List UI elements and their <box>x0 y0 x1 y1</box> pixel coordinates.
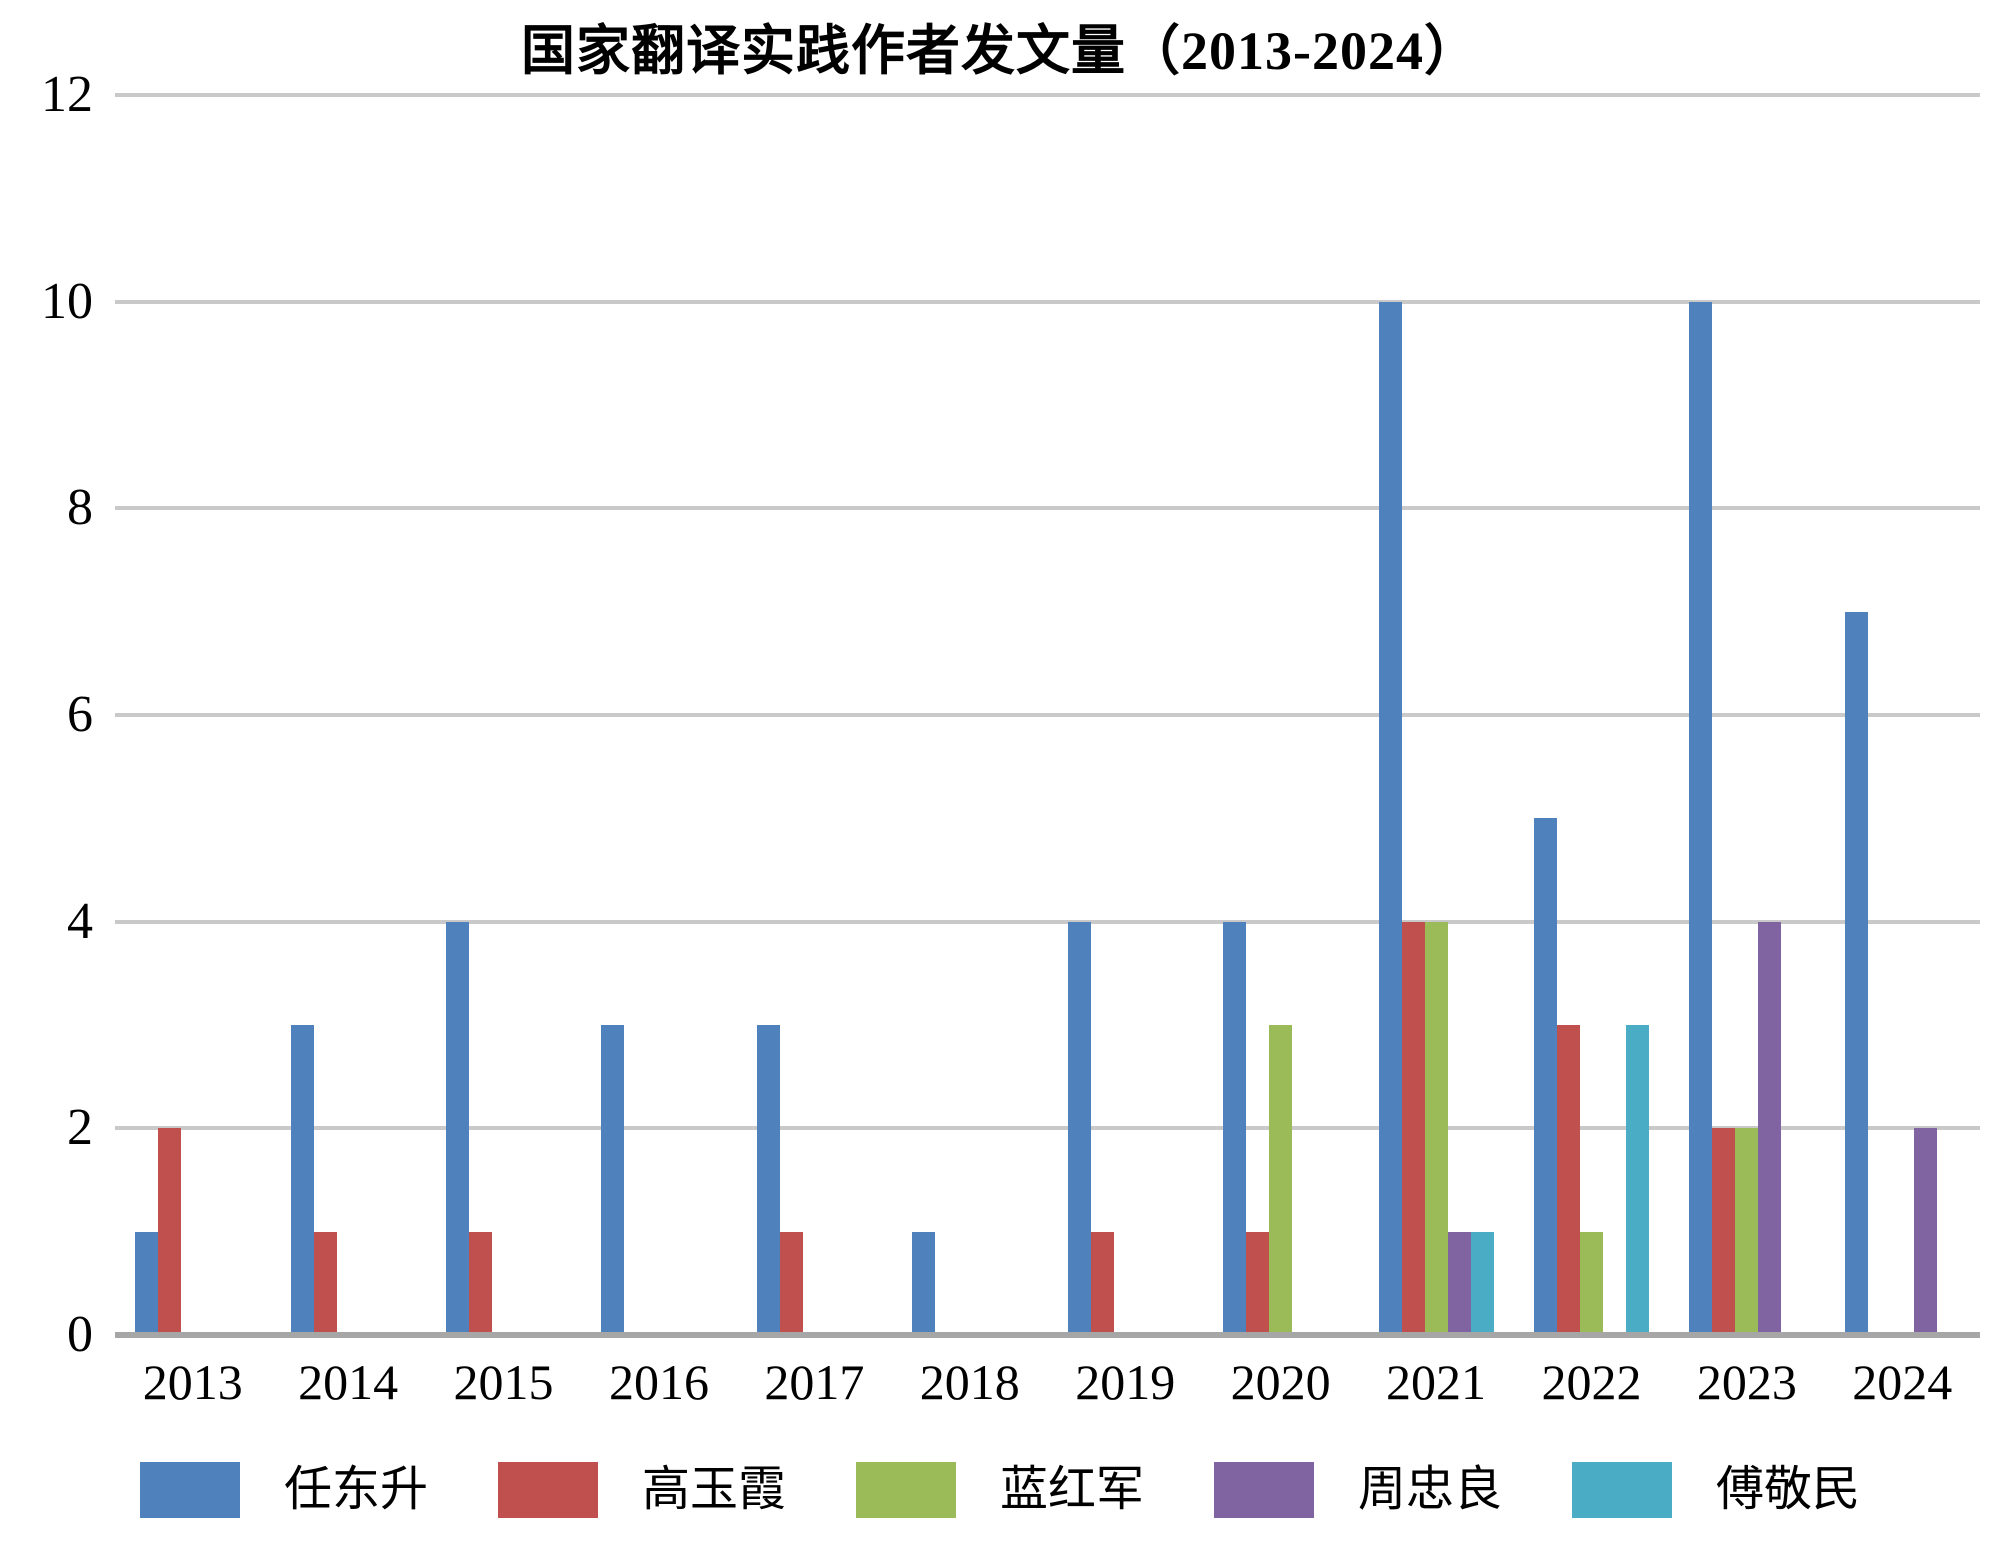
bar-傅敬民-2021 <box>1470 1231 1494 1332</box>
bar-任东升-2017 <box>756 1025 780 1332</box>
legend-swatch-蓝红军 <box>855 1462 956 1518</box>
x-tick-label-2017: 2017 <box>764 1354 865 1410</box>
bar-高玉霞-2013 <box>158 1128 182 1332</box>
legend-label-任东升: 任东升 <box>283 1463 428 1516</box>
bar-任东升-2024 <box>1844 611 1868 1332</box>
legend: 任东升 高玉霞 蓝红军 周忠良 傅敬民 <box>0 1462 2000 1518</box>
gridline-y2 <box>115 1126 1980 1131</box>
bar-任东升-2021 <box>1378 301 1402 1332</box>
legend-swatch-周忠良 <box>1214 1462 1314 1518</box>
gridline-y4 <box>115 919 1980 924</box>
bar-高玉霞-2023 <box>1712 1128 1736 1332</box>
bar-任东升-2013 <box>135 1231 159 1332</box>
legend-label-周忠良: 周忠良 <box>1358 1463 1503 1516</box>
x-tick-label-2019: 2019 <box>1075 1354 1176 1410</box>
bar-任东升-2015 <box>446 921 470 1332</box>
gridline-y0 <box>115 1332 1980 1338</box>
y-tick-label-6: 6 <box>67 686 93 743</box>
x-tick-label-2022: 2022 <box>1541 1354 1642 1410</box>
x-tick-label-2014: 2014 <box>298 1354 399 1410</box>
legend-item-傅敬民: 傅敬民 <box>1572 1462 1860 1518</box>
bar-蓝红军-2020 <box>1269 1025 1293 1332</box>
y-tick-label-10: 10 <box>41 272 93 330</box>
bar-任东升-2018 <box>912 1231 936 1332</box>
bar-高玉霞-2017 <box>779 1231 803 1332</box>
legend-item-任东升: 任东升 <box>139 1462 428 1518</box>
x-tick-label-2021: 2021 <box>1386 1354 1487 1410</box>
bar-任东升-2020 <box>1223 921 1247 1332</box>
bar-任东升-2023 <box>1689 301 1713 1332</box>
bar-高玉霞-2019 <box>1090 1231 1114 1332</box>
bar-高玉霞-2022 <box>1556 1025 1580 1332</box>
y-tick-label-2: 2 <box>67 1099 93 1157</box>
bar-任东升-2014 <box>290 1025 314 1332</box>
y-tick-label-12: 12 <box>41 66 93 123</box>
y-tick-label-4: 4 <box>67 892 93 950</box>
legend-item-高玉霞: 高玉霞 <box>497 1462 786 1518</box>
bar-任东升-2019 <box>1067 921 1091 1332</box>
bar-高玉霞-2015 <box>469 1231 493 1332</box>
bar-任东升-2022 <box>1533 818 1557 1332</box>
x-tick-label-2016: 2016 <box>608 1354 709 1410</box>
x-tick-label-2023: 2023 <box>1696 1354 1797 1410</box>
y-tick-label-8: 8 <box>67 479 93 537</box>
x-tick-label-2013: 2013 <box>142 1354 243 1410</box>
bar-周忠良-2024 <box>1913 1128 1937 1332</box>
bar-蓝红军-2023 <box>1735 1128 1759 1332</box>
bar-傅敬民-2022 <box>1625 1025 1649 1332</box>
bar-周忠良-2021 <box>1447 1231 1471 1332</box>
legend-item-蓝红军: 蓝红军 <box>855 1462 1144 1518</box>
bar-任东升-2016 <box>601 1025 625 1332</box>
legend-swatch-傅敬民 <box>1572 1462 1673 1518</box>
y-tick-label-0: 0 <box>67 1306 93 1363</box>
x-tick-label-2015: 2015 <box>453 1354 554 1410</box>
gridline-y12 <box>115 93 1980 97</box>
legend-label-高玉霞: 高玉霞 <box>641 1463 786 1516</box>
legend-swatch-高玉霞 <box>497 1462 598 1518</box>
x-tick-label-2024: 2024 <box>1852 1354 1953 1410</box>
bar-高玉霞-2014 <box>313 1231 337 1332</box>
bar-周忠良-2023 <box>1758 921 1782 1332</box>
gridline-y6 <box>115 713 1980 717</box>
legend-label-蓝红军: 蓝红军 <box>999 1463 1144 1516</box>
chart-title: 国家翻译实践作者发文量（2013-2024） <box>521 21 1479 81</box>
bar-高玉霞-2020 <box>1246 1231 1270 1332</box>
gridline-y10 <box>115 299 1980 304</box>
legend-label-傅敬民: 傅敬民 <box>1716 1463 1861 1516</box>
x-tick-label-2020: 2020 <box>1230 1354 1331 1410</box>
legend-item-周忠良: 周忠良 <box>1214 1462 1502 1518</box>
bar-蓝红军-2022 <box>1579 1231 1603 1332</box>
bar-蓝红军-2021 <box>1424 921 1448 1332</box>
gridline-y8 <box>115 506 1980 511</box>
x-tick-label-2018: 2018 <box>919 1354 1020 1410</box>
legend-swatch-任东升 <box>139 1462 240 1518</box>
bar-高玉霞-2021 <box>1401 921 1425 1332</box>
